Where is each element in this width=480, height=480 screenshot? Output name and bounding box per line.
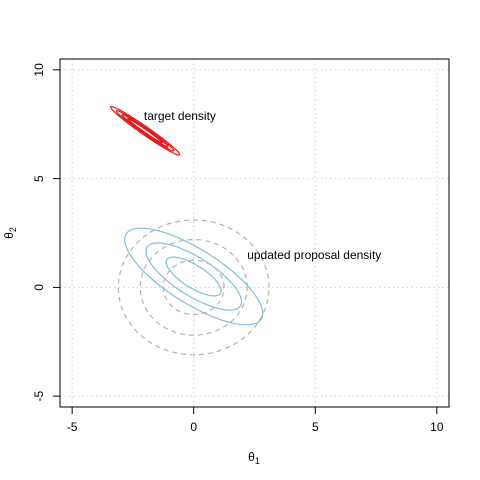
plot-frame (59, 58, 450, 408)
y-tick-label: 5 (32, 175, 46, 182)
y-tick-label: 0 (32, 284, 46, 291)
contour-line (121, 114, 169, 148)
grid (60, 59, 449, 407)
x-tick-label: 0 (190, 420, 197, 434)
contour-line (115, 109, 175, 152)
x-tick-label: 10 (430, 420, 444, 434)
y-tick-label: -5 (32, 390, 46, 401)
annotations: target density updated proposal density (144, 109, 381, 262)
y-tick-label: 10 (32, 63, 46, 77)
y-axis-title: θ2 (2, 227, 18, 239)
axes: -5 0 5 10 -5 0 5 10 (32, 63, 444, 434)
contour-line (165, 256, 222, 297)
contour-line (124, 227, 264, 326)
x-tick-label: -5 (67, 420, 78, 434)
contour-series (109, 105, 181, 156)
contour-series (117, 219, 270, 356)
contours (109, 105, 270, 356)
contour-line (117, 219, 270, 356)
x-tick-label: 5 (312, 420, 319, 434)
contour-line (145, 242, 243, 311)
x-axis-title: θ1 (248, 450, 260, 466)
annotation-label: target density (144, 109, 216, 123)
contour-line (162, 259, 225, 316)
contour-series (124, 227, 264, 326)
contour-line (127, 118, 163, 144)
contour-line (109, 105, 181, 156)
annotation-label: updated proposal density (247, 248, 381, 262)
